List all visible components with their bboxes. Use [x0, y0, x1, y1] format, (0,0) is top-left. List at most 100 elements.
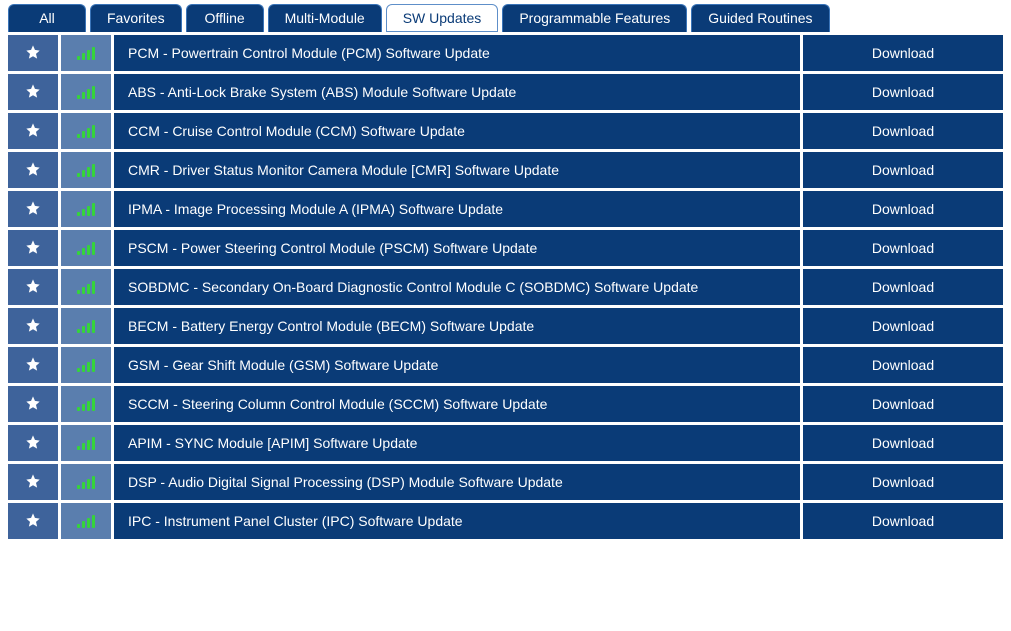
favorite-button[interactable] — [8, 269, 58, 305]
tab-multi-module[interactable]: Multi-Module — [268, 4, 382, 32]
update-row: APIM - SYNC Module [APIM] Software Updat… — [8, 425, 1003, 461]
download-button[interactable]: Download — [803, 35, 1003, 71]
signal-icon — [77, 514, 95, 528]
tab-guided-routines[interactable]: Guided Routines — [691, 4, 829, 32]
update-title[interactable]: GSM - Gear Shift Module (GSM) Software U… — [114, 347, 800, 383]
update-title[interactable]: BECM - Battery Energy Control Module (BE… — [114, 308, 800, 344]
download-button[interactable]: Download — [803, 152, 1003, 188]
update-row: SCCM - Steering Column Control Module (S… — [8, 386, 1003, 422]
star-icon — [25, 356, 41, 375]
update-title[interactable]: SOBDMC - Secondary On-Board Diagnostic C… — [114, 269, 800, 305]
signal-cell — [61, 347, 111, 383]
star-icon — [25, 200, 41, 219]
signal-icon — [77, 436, 95, 450]
download-button[interactable]: Download — [803, 269, 1003, 305]
star-icon — [25, 239, 41, 258]
update-title[interactable]: CCM - Cruise Control Module (CCM) Softwa… — [114, 113, 800, 149]
update-row: ABS - Anti-Lock Brake System (ABS) Modul… — [8, 74, 1003, 110]
favorite-button[interactable] — [8, 230, 58, 266]
signal-cell — [61, 503, 111, 539]
update-title[interactable]: PCM - Powertrain Control Module (PCM) So… — [114, 35, 800, 71]
update-row: GSM - Gear Shift Module (GSM) Software U… — [8, 347, 1003, 383]
tab-offline[interactable]: Offline — [186, 4, 264, 32]
signal-icon — [77, 85, 95, 99]
update-row: CCM - Cruise Control Module (CCM) Softwa… — [8, 113, 1003, 149]
update-row: BECM - Battery Energy Control Module (BE… — [8, 308, 1003, 344]
signal-icon — [77, 280, 95, 294]
tabs-bar: AllFavoritesOfflineMulti-ModuleSW Update… — [8, 4, 1003, 32]
update-row: IPMA - Image Processing Module A (IPMA) … — [8, 191, 1003, 227]
signal-icon — [77, 241, 95, 255]
signal-icon — [77, 397, 95, 411]
favorite-button[interactable] — [8, 35, 58, 71]
tab-favorites[interactable]: Favorites — [90, 4, 182, 32]
download-button[interactable]: Download — [803, 113, 1003, 149]
download-button[interactable]: Download — [803, 464, 1003, 500]
signal-icon — [77, 358, 95, 372]
signal-cell — [61, 308, 111, 344]
favorite-button[interactable] — [8, 464, 58, 500]
favorite-button[interactable] — [8, 191, 58, 227]
signal-cell — [61, 35, 111, 71]
download-button[interactable]: Download — [803, 503, 1003, 539]
download-button[interactable]: Download — [803, 347, 1003, 383]
signal-cell — [61, 269, 111, 305]
signal-icon — [77, 46, 95, 60]
star-icon — [25, 512, 41, 531]
signal-icon — [77, 124, 95, 138]
favorite-button[interactable] — [8, 308, 58, 344]
download-button[interactable]: Download — [803, 191, 1003, 227]
favorite-button[interactable] — [8, 74, 58, 110]
favorite-button[interactable] — [8, 503, 58, 539]
star-icon — [25, 161, 41, 180]
star-icon — [25, 317, 41, 336]
update-title[interactable]: PSCM - Power Steering Control Module (PS… — [114, 230, 800, 266]
update-title[interactable]: IPC - Instrument Panel Cluster (IPC) Sof… — [114, 503, 800, 539]
signal-cell — [61, 425, 111, 461]
star-icon — [25, 395, 41, 414]
favorite-button[interactable] — [8, 386, 58, 422]
star-icon — [25, 473, 41, 492]
update-title[interactable]: CMR - Driver Status Monitor Camera Modul… — [114, 152, 800, 188]
star-icon — [25, 44, 41, 63]
update-row: PCM - Powertrain Control Module (PCM) So… — [8, 35, 1003, 71]
update-row: CMR - Driver Status Monitor Camera Modul… — [8, 152, 1003, 188]
star-icon — [25, 122, 41, 141]
signal-icon — [77, 163, 95, 177]
favorite-button[interactable] — [8, 152, 58, 188]
signal-icon — [77, 319, 95, 333]
signal-cell — [61, 464, 111, 500]
signal-cell — [61, 386, 111, 422]
tab-all[interactable]: All — [8, 4, 86, 32]
tab-sw-updates[interactable]: SW Updates — [386, 4, 499, 32]
update-title[interactable]: SCCM - Steering Column Control Module (S… — [114, 386, 800, 422]
tab-programmable-features[interactable]: Programmable Features — [502, 4, 687, 32]
update-title[interactable]: DSP - Audio Digital Signal Processing (D… — [114, 464, 800, 500]
signal-icon — [77, 475, 95, 489]
update-title[interactable]: APIM - SYNC Module [APIM] Software Updat… — [114, 425, 800, 461]
update-row: IPC - Instrument Panel Cluster (IPC) Sof… — [8, 503, 1003, 539]
update-row: PSCM - Power Steering Control Module (PS… — [8, 230, 1003, 266]
update-row: SOBDMC - Secondary On-Board Diagnostic C… — [8, 269, 1003, 305]
signal-cell — [61, 230, 111, 266]
signal-cell — [61, 152, 111, 188]
signal-cell — [61, 191, 111, 227]
download-button[interactable]: Download — [803, 425, 1003, 461]
star-icon — [25, 278, 41, 297]
download-button[interactable]: Download — [803, 230, 1003, 266]
download-button[interactable]: Download — [803, 308, 1003, 344]
download-button[interactable]: Download — [803, 74, 1003, 110]
signal-cell — [61, 113, 111, 149]
update-title[interactable]: IPMA - Image Processing Module A (IPMA) … — [114, 191, 800, 227]
update-title[interactable]: ABS - Anti-Lock Brake System (ABS) Modul… — [114, 74, 800, 110]
download-button[interactable]: Download — [803, 386, 1003, 422]
update-row: DSP - Audio Digital Signal Processing (D… — [8, 464, 1003, 500]
star-icon — [25, 83, 41, 102]
favorite-button[interactable] — [8, 425, 58, 461]
favorite-button[interactable] — [8, 113, 58, 149]
star-icon — [25, 434, 41, 453]
favorite-button[interactable] — [8, 347, 58, 383]
signal-icon — [77, 202, 95, 216]
signal-cell — [61, 74, 111, 110]
updates-list: PCM - Powertrain Control Module (PCM) So… — [8, 35, 1003, 539]
